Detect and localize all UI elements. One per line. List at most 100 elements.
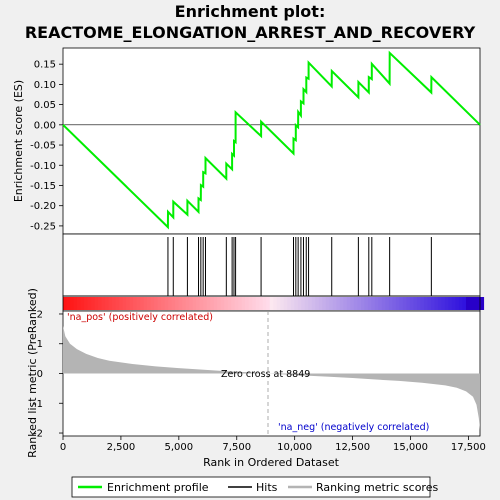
metric-y-tick-label: 2 — [37, 309, 43, 320]
color-bar-segment — [371, 297, 376, 310]
ranking-color-bar — [63, 297, 485, 310]
color-bar-segment — [462, 297, 467, 310]
color-bar-segment — [98, 297, 103, 310]
color-bar-segment — [276, 297, 281, 310]
color-bar-segment — [269, 297, 274, 310]
x-tick-label: 2,500 — [107, 442, 136, 453]
metric-y-tick-label: 1 — [37, 339, 43, 350]
color-bar-segment — [154, 297, 159, 310]
color-bar-segment — [255, 297, 260, 310]
color-bar-segment — [311, 297, 316, 310]
color-bar-segment — [413, 297, 418, 310]
color-bar-segment — [185, 297, 190, 310]
color-bar-segment — [262, 297, 267, 310]
color-bar-segment — [308, 297, 313, 310]
color-bar-segment — [227, 297, 232, 310]
metric-y-label: Ranked list metric (PreRanked) — [26, 288, 39, 458]
color-bar-segment — [406, 297, 411, 310]
legend: Enrichment profile Hits Ranking metric s… — [71, 476, 438, 498]
color-bar-segment — [297, 297, 302, 310]
color-bar-segment — [84, 297, 89, 310]
es-y-tick-label: 0.10 — [34, 80, 56, 91]
color-bar-segment — [129, 297, 134, 310]
color-bar-segment — [77, 297, 82, 310]
color-bar-segment — [112, 297, 117, 310]
es-panel — [62, 47, 481, 235]
color-bar-segment — [360, 297, 365, 310]
color-bar-segment — [157, 297, 162, 310]
color-bar-segment — [175, 297, 180, 310]
color-bar-segment — [402, 297, 407, 310]
color-bar-segment — [273, 297, 278, 310]
color-bar-segment — [206, 297, 211, 310]
hits-markers — [167, 237, 432, 296]
color-bar-segment — [381, 297, 386, 310]
color-bar-segment — [70, 297, 75, 310]
color-bar-segment — [325, 297, 330, 310]
color-bar-segment — [448, 297, 453, 310]
color-bar-segment — [318, 297, 323, 310]
x-tick-label: 0 — [60, 442, 66, 453]
color-bar-segment — [94, 297, 99, 310]
color-bar-segment — [63, 297, 68, 310]
color-bar-segment — [287, 297, 292, 310]
color-bar-segment — [315, 297, 320, 310]
color-bar-segment — [203, 297, 208, 310]
es-y-tick-label: -0.15 — [30, 181, 56, 192]
es-y-tick-label: 0.00 — [34, 120, 56, 131]
color-bar-segment — [133, 297, 138, 310]
color-bar-segment — [266, 297, 271, 310]
x-axis: 0 2,500 5,000 7,500 10,000 12,500 15,000 17,500 — [60, 436, 486, 453]
color-bar-segment — [437, 297, 443, 310]
color-bar-segment — [150, 297, 155, 310]
color-bar-segment — [119, 297, 124, 310]
color-bar-segment — [280, 297, 285, 310]
color-bar-segment — [329, 297, 334, 310]
color-bar-segment — [80, 297, 85, 310]
color-bar-segment — [147, 297, 152, 310]
color-bar-segment — [357, 297, 362, 310]
color-bar-segment — [353, 297, 358, 310]
chart-title-line2: REACTOME_ELONGATION_ARREST_AND_RECOVERY — [25, 23, 476, 42]
pos-correlated-label: 'na_pos' (positively correlated) — [67, 312, 213, 323]
es-y-tick-label: -0.20 — [30, 201, 56, 212]
color-bar-segment — [105, 297, 110, 310]
es-y-tick-label: 0.15 — [34, 60, 56, 71]
color-bar-segment — [339, 297, 344, 310]
color-bar-segment — [392, 297, 397, 310]
color-bar-segment — [231, 297, 236, 310]
neg-correlated-label: 'na_neg' (negatively correlated) — [278, 422, 429, 433]
color-bar-segment — [143, 297, 148, 310]
color-bar-segment — [458, 297, 464, 310]
zero-cross-label: Zero cross at 8849 — [221, 369, 310, 380]
color-bar-segment — [189, 297, 194, 310]
es-y-tick-label: -0.05 — [30, 141, 56, 152]
color-bar-segment — [374, 297, 379, 310]
color-bar-segment — [168, 297, 173, 310]
x-tick-label: 7,500 — [222, 442, 251, 453]
color-bar-segment — [238, 297, 243, 310]
color-bar-segment — [290, 297, 295, 310]
color-bar-segment — [91, 297, 96, 310]
color-bar-segment — [455, 297, 460, 310]
color-bar-segment — [332, 297, 337, 310]
color-bar-segment — [480, 297, 485, 310]
color-bar-segment — [210, 297, 215, 310]
color-bar-segment — [472, 297, 478, 310]
es-y-label: Enrichment score (ES) — [12, 80, 25, 202]
color-bar-segment — [301, 297, 306, 310]
ranking-metric-area — [63, 325, 480, 430]
color-bar-segment — [367, 297, 372, 310]
chart-title-line1: Enrichment plot: — [175, 2, 326, 21]
color-bar-segment — [336, 297, 341, 310]
color-bar-segment — [294, 297, 299, 310]
es-y-tick-label: -0.25 — [30, 221, 56, 232]
color-bar-segment — [140, 297, 145, 310]
legend-enrichment-label: Enrichment profile — [107, 481, 209, 494]
color-bar-segment — [343, 297, 348, 310]
color-bar-segment — [245, 297, 250, 310]
color-bar-segment — [217, 297, 222, 310]
color-bar-segment — [164, 297, 169, 310]
color-bar-segment — [252, 297, 257, 310]
